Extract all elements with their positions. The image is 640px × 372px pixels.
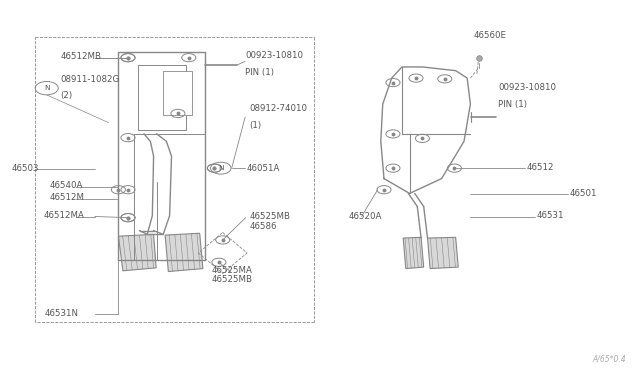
Text: 00923-10810: 00923-10810 xyxy=(245,51,303,60)
Text: A/65*0.4: A/65*0.4 xyxy=(592,355,626,364)
Text: 46503: 46503 xyxy=(12,164,39,173)
Text: 46531: 46531 xyxy=(536,211,564,220)
Text: 46512MA: 46512MA xyxy=(44,211,84,220)
Text: PIN (1): PIN (1) xyxy=(498,100,527,109)
Text: 46512M: 46512M xyxy=(50,193,85,202)
Polygon shape xyxy=(428,237,458,269)
Text: PIN (1): PIN (1) xyxy=(245,68,274,77)
Text: 46525MA: 46525MA xyxy=(211,266,252,275)
Polygon shape xyxy=(165,233,203,272)
Text: 46531N: 46531N xyxy=(45,309,79,318)
Text: 00923-10810: 00923-10810 xyxy=(498,83,556,92)
Text: (2): (2) xyxy=(60,91,72,100)
Text: 46540A: 46540A xyxy=(50,182,83,190)
Bar xyxy=(163,71,192,115)
Text: 46560E: 46560E xyxy=(474,31,507,40)
Text: 46520A: 46520A xyxy=(349,212,382,221)
Bar xyxy=(138,65,186,130)
Text: 46512: 46512 xyxy=(526,163,554,171)
Text: 08912-74010: 08912-74010 xyxy=(250,105,308,113)
Text: 46586: 46586 xyxy=(250,222,277,231)
Text: 46051A: 46051A xyxy=(246,164,280,173)
Polygon shape xyxy=(118,234,156,271)
Text: 46525MB: 46525MB xyxy=(250,212,291,221)
Text: 08911-1082G: 08911-1082G xyxy=(60,76,120,84)
Text: N: N xyxy=(44,85,49,91)
Text: (1): (1) xyxy=(250,121,262,130)
Polygon shape xyxy=(403,237,424,269)
Text: 46501: 46501 xyxy=(570,189,597,198)
Text: N: N xyxy=(218,165,223,171)
Text: 46525MB: 46525MB xyxy=(211,275,252,283)
Text: 46512MB: 46512MB xyxy=(61,52,102,61)
